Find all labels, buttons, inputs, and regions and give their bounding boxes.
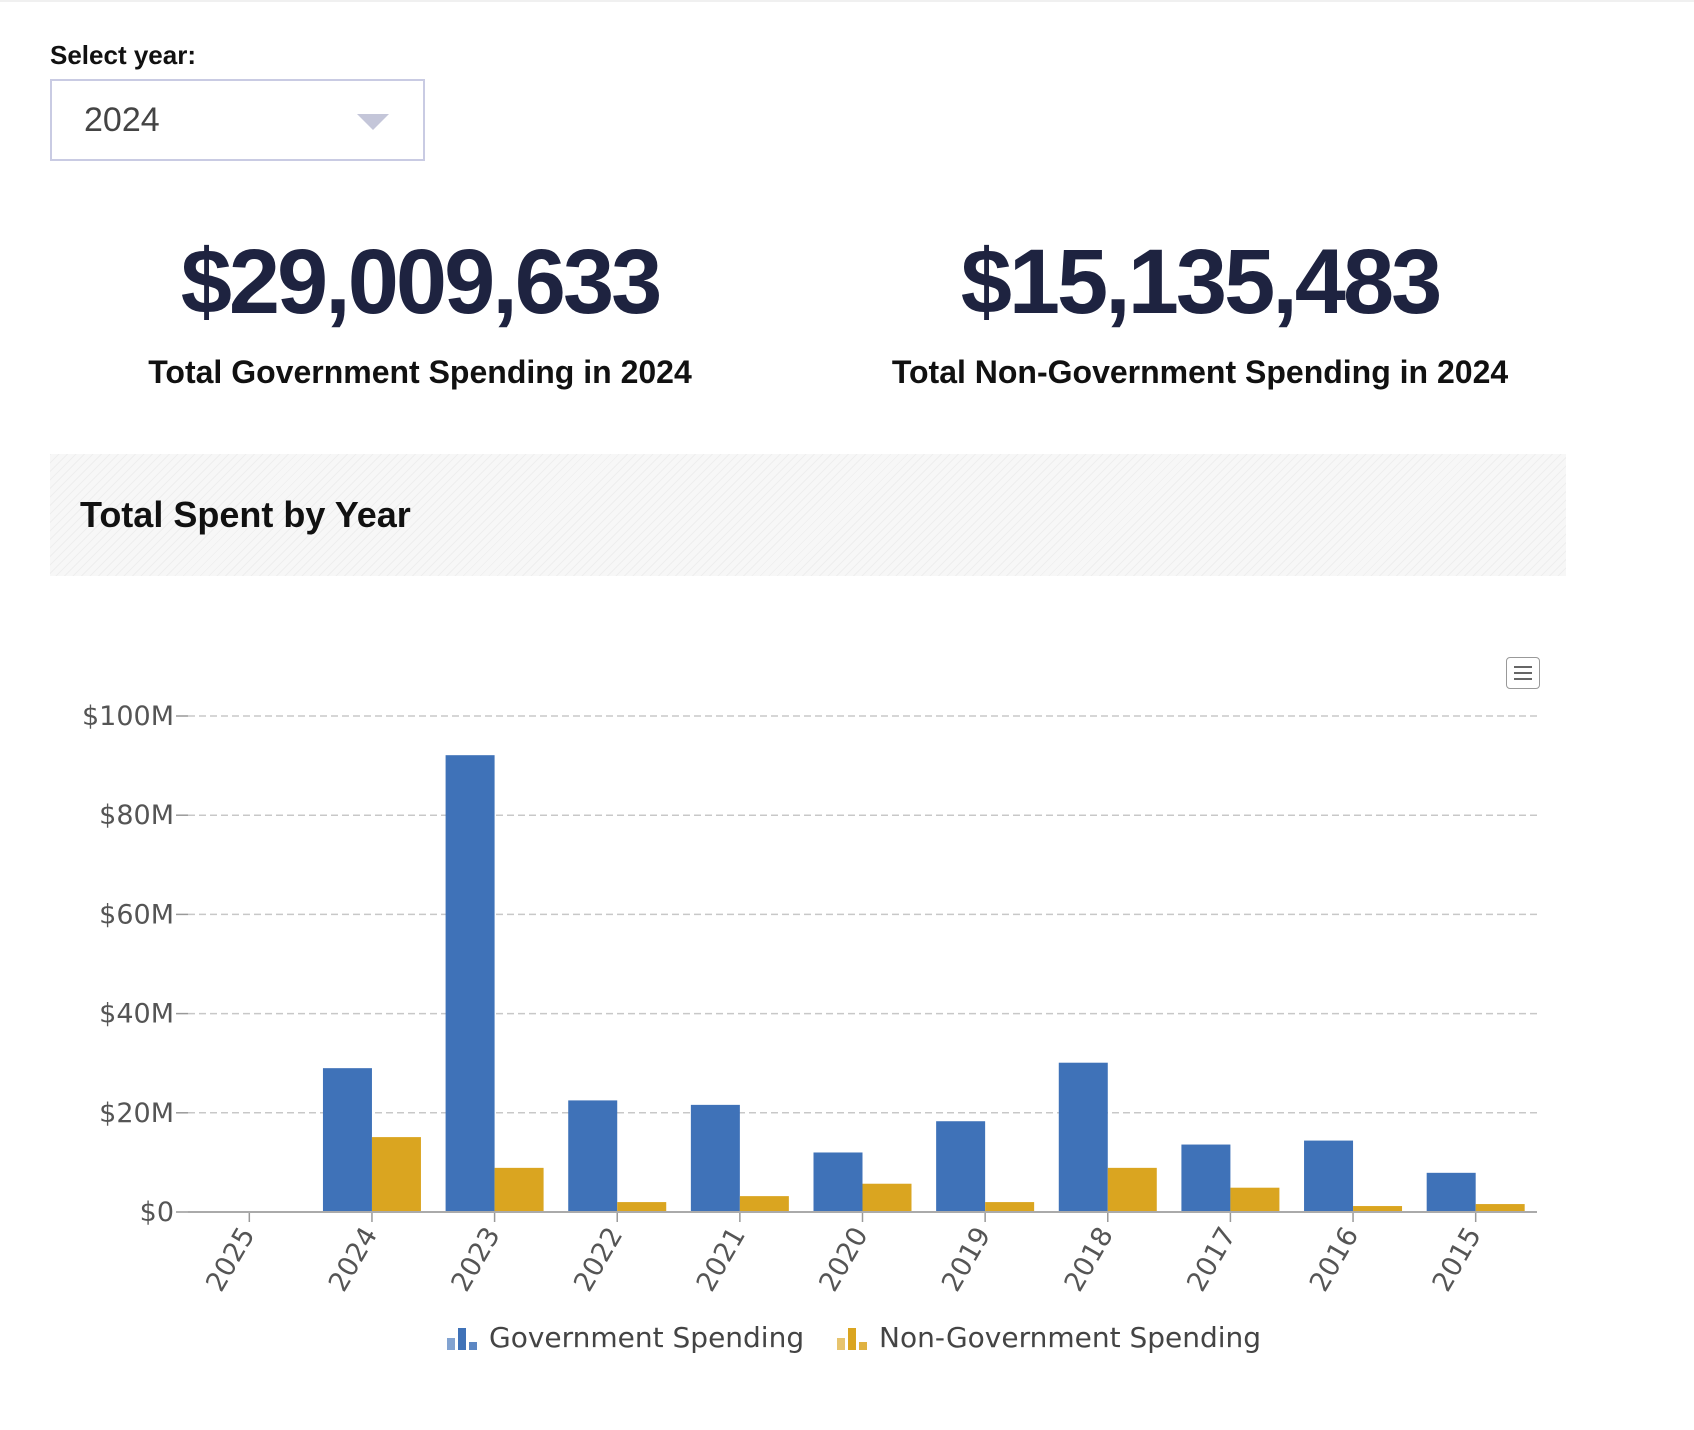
x-tick-label: 2020 (813, 1222, 874, 1297)
year-filter-label: Select year: (50, 40, 196, 70)
caret-down-icon (357, 114, 389, 130)
bar-non-government (494, 1167, 544, 1212)
bar-non-government (739, 1196, 789, 1212)
bar-government (568, 1100, 618, 1212)
bar-non-government (985, 1202, 1035, 1212)
y-tick-label: $40M (99, 999, 174, 1030)
y-tick-label: $100M (82, 701, 174, 732)
legend-government[interactable]: Government Spending (447, 1321, 804, 1354)
government-spending-kpi: $29,009,633 Total Government Spending in… (100, 236, 740, 391)
x-tick-label: 2019 (936, 1222, 997, 1297)
government-spending-total: $29,009,633 (180, 231, 663, 333)
legend-swatch-bar (859, 1342, 867, 1350)
x-tick-label: 2015 (1427, 1222, 1488, 1297)
x-tick-label: 2021 (691, 1222, 752, 1297)
hamburger-menu-icon[interactable] (1506, 657, 1540, 689)
year-select[interactable]: 2024 (50, 79, 425, 161)
non-government-spending-kpi: $15,135,483 Total Non-Government Spendin… (860, 236, 1540, 391)
bar-government (1426, 1172, 1476, 1212)
legend-label: Non-Government Spending (879, 1321, 1261, 1354)
bar-non-government (1353, 1206, 1403, 1212)
legend-swatch-bar (469, 1342, 477, 1350)
bar-non-government (1230, 1187, 1280, 1212)
x-tick-label: 2017 (1181, 1222, 1242, 1297)
x-tick-label: 2018 (1059, 1222, 1120, 1297)
bar-government (1304, 1140, 1354, 1212)
legend-swatch-bar (848, 1328, 856, 1350)
bar-non-government (1107, 1167, 1157, 1212)
bar-non-government (862, 1183, 912, 1212)
x-tick-label: 2023 (445, 1222, 506, 1297)
bar-chart-icon (837, 1328, 867, 1350)
non-government-spending-total: $15,135,483 (960, 231, 1443, 333)
legend-non-government[interactable]: Non-Government Spending (837, 1321, 1261, 1354)
bar-government (322, 1068, 372, 1212)
bar-non-government (371, 1137, 421, 1212)
top-divider (0, 0, 1694, 2)
y-tick-label: $20M (99, 1098, 174, 1129)
x-tick-label: 2024 (323, 1222, 384, 1297)
non-government-spending-label: Total Non-Government Spending in 2024 (891, 354, 1509, 390)
bar-government (445, 755, 495, 1212)
bar-government (813, 1152, 863, 1212)
chart-panel-header: Total Spent by Year (50, 454, 1566, 576)
x-tick-label: 2022 (568, 1222, 629, 1297)
legend-swatch-bar (837, 1338, 845, 1350)
bar-government (936, 1121, 986, 1212)
y-tick-label: $80M (99, 800, 174, 831)
bar-non-government (1475, 1204, 1525, 1212)
bar-chart-icon (447, 1328, 477, 1350)
x-tick-label: 2025 (200, 1222, 261, 1297)
bar-non-government (617, 1202, 667, 1212)
legend-label: Government Spending (489, 1321, 804, 1354)
legend-swatch-bar (447, 1338, 455, 1350)
government-spending-label: Total Government Spending in 2024 (148, 354, 692, 390)
year-select-value: 2024 (84, 101, 160, 139)
x-tick-label: 2016 (1304, 1222, 1365, 1297)
legend-swatch-bar (458, 1328, 466, 1350)
y-tick-label: $60M (99, 899, 174, 930)
chart-panel-title: Total Spent by Year (80, 494, 411, 535)
y-tick-label: $0 (140, 1197, 174, 1228)
bar-government (1181, 1144, 1231, 1212)
bar-government (690, 1104, 740, 1212)
bar-government (1058, 1062, 1108, 1212)
